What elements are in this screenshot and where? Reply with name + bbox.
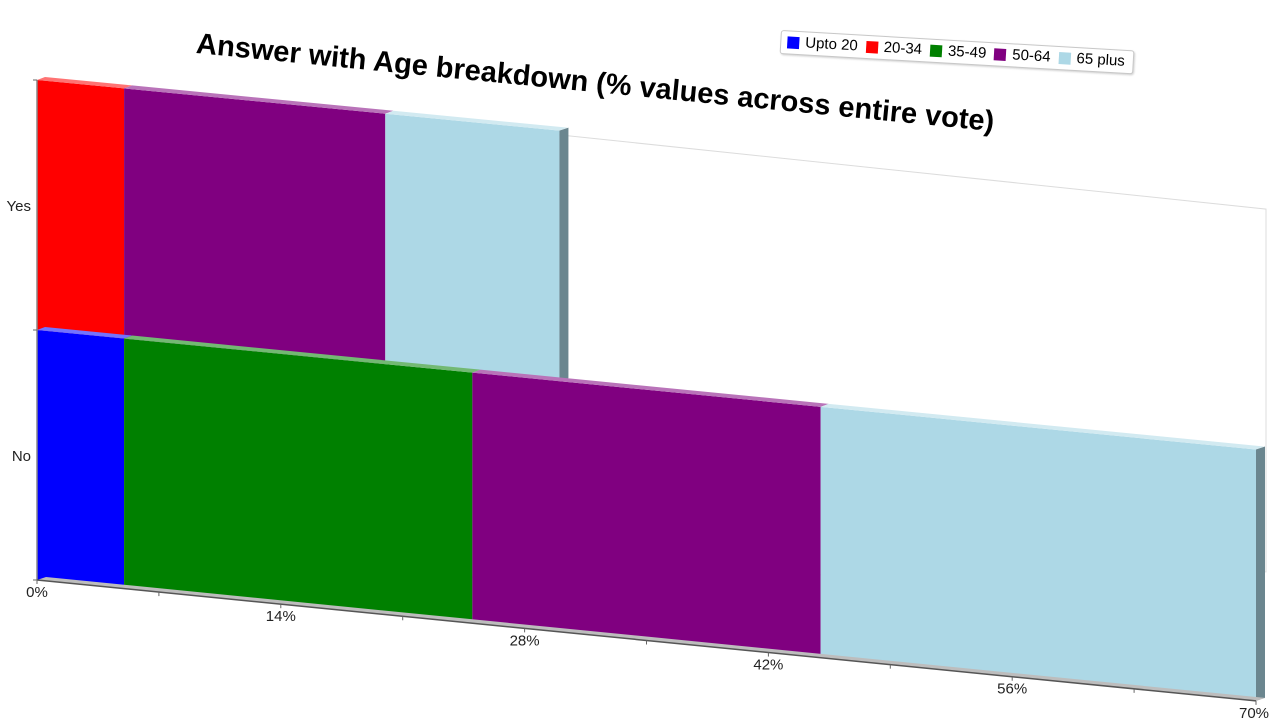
bar-no-side-face <box>1256 446 1265 701</box>
bar-yes-50-64 <box>124 88 386 365</box>
legend-item-20-34: 20-34 <box>865 38 923 59</box>
x-axis-floor <box>37 577 1265 701</box>
legend-label-50-64: 50-64 <box>1011 46 1052 66</box>
category-label-no: No <box>12 448 31 465</box>
legend-label-20-34: 20-34 <box>883 38 923 59</box>
legend-swatch-upto-20 <box>786 35 800 49</box>
x-tick-label: 42% <box>753 657 783 674</box>
bar-no-50-64 <box>472 372 821 658</box>
x-tick-label: 0% <box>26 584 48 601</box>
legend-item-upto-20: Upto 20 <box>786 33 859 55</box>
bar-yes-20-34 <box>37 80 125 339</box>
x-tick-label: 28% <box>510 632 540 649</box>
bar-yes-20-34-top-face <box>37 77 133 89</box>
bar-no-50-64-top-face <box>472 369 829 407</box>
bar-yes-65-plus-top-face <box>385 110 568 131</box>
legend-item-65-plus: 65 plus <box>1058 49 1125 70</box>
legend-label-upto-20: Upto 20 <box>804 34 859 55</box>
legend-label-65-plus: 65 plus <box>1076 50 1126 70</box>
bar-yes-side-face <box>559 127 569 382</box>
bar-no-65-plus-top-face <box>820 403 1264 450</box>
x-tick-label: 14% <box>266 608 296 625</box>
legend-swatch-50-64 <box>993 47 1007 61</box>
bar-no-65-plus <box>820 406 1256 701</box>
bar-yes-50-64-top-face <box>124 85 394 114</box>
bar-yes-65-plus <box>385 113 560 382</box>
bar-no-35-49-top-face <box>124 335 481 373</box>
x-tick-label: 56% <box>997 681 1027 698</box>
legend-item-50-64: 50-64 <box>993 45 1052 66</box>
legend-swatch-35-49 <box>929 44 943 57</box>
legend-swatch-65-plus <box>1058 51 1071 65</box>
x-tick-label: 70% <box>1239 705 1269 720</box>
category-label-yes: Yes <box>7 198 31 215</box>
legend-swatch-20-34 <box>865 40 879 54</box>
legend-label-35-49: 35-49 <box>947 42 987 62</box>
bar-no-upto-20 <box>37 330 125 589</box>
legend-item-35-49: 35-49 <box>929 42 987 62</box>
bar-no-35-49 <box>124 338 473 624</box>
bar-no-upto-20-top-face <box>37 327 133 339</box>
